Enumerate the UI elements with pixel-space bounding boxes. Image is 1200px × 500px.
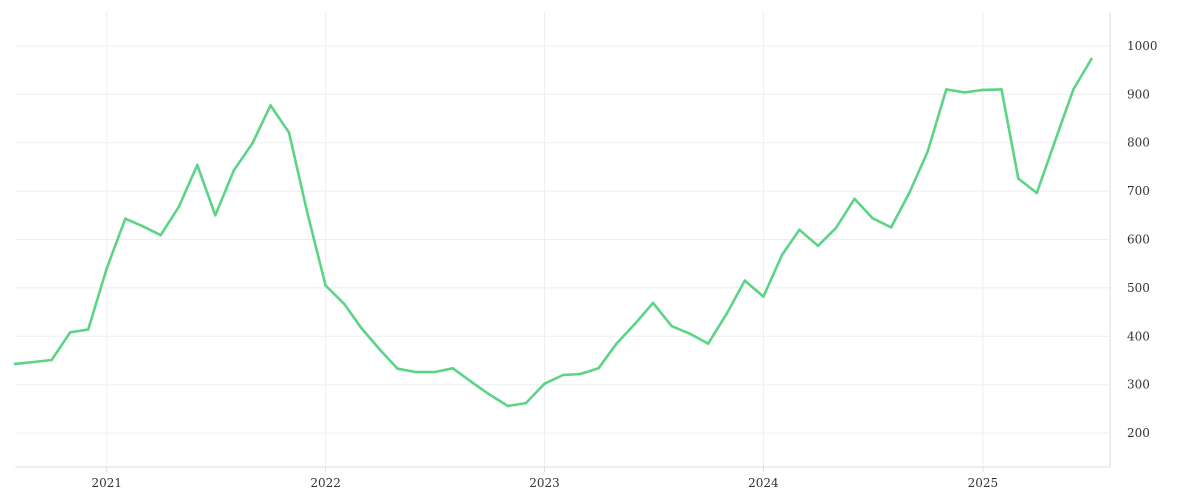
series-line-0 [13,57,1093,408]
data-point [798,228,801,232]
data-point [597,367,600,370]
data-point [780,253,784,257]
data-point [506,404,510,408]
y-tick-label: 300 [1127,378,1150,392]
y-tick-label: 200 [1127,426,1150,440]
x-tick-label: 2025 [968,476,999,490]
y-tick-labels: 200 300 400 500 600 700 800 900 1000 [1127,39,1158,440]
data-point [578,372,582,376]
data-point [105,267,108,270]
data-point [561,373,565,377]
data-point [871,216,874,220]
y-tick-label: 800 [1127,136,1150,150]
data-point [470,380,473,384]
x-gridlines [106,12,984,472]
data-point [651,301,655,305]
x-tick-labels: 2021 2022 2023 2024 2025 [91,476,998,490]
data-point [140,224,144,228]
data-point [743,279,747,282]
data-point [378,348,381,351]
data-point [177,205,180,209]
data-point [305,210,309,213]
data-point [1017,177,1020,180]
data-point [342,302,346,306]
data-point [86,328,90,331]
y-tick-label: 400 [1127,329,1150,343]
data-point [834,226,838,230]
data-point [414,370,418,374]
data-point [68,331,72,334]
data-point [889,226,893,229]
data-point [945,88,948,91]
data-point [706,342,710,345]
data-point [963,91,966,94]
x-tick-label: 2022 [310,476,341,490]
data-point [725,312,729,315]
y-tick-label: 1000 [1127,39,1158,53]
data-point [908,190,911,194]
data-point [269,104,272,107]
data-point [670,324,673,328]
data-point [324,284,327,287]
y-tick-label: 900 [1127,87,1150,101]
data-point [1000,88,1003,91]
data-point [50,358,53,362]
data-point [688,332,692,336]
data-point [853,197,856,201]
data-point [196,163,199,167]
data-point [1072,88,1075,91]
series-layer [13,57,1093,408]
data-point [543,382,546,386]
data-point [396,367,399,371]
x-tick-label: 2021 [91,476,122,490]
data-point [488,393,491,396]
y-tick-label: 500 [1127,281,1150,295]
data-point [232,169,236,172]
data-point [287,131,291,134]
data-point [13,362,17,366]
x-tick-label: 2024 [748,476,779,490]
data-point [524,401,528,405]
y-tick-label: 700 [1127,184,1150,198]
data-point [981,88,985,92]
data-point [1035,191,1039,195]
data-point [615,342,618,345]
data-point [451,367,455,370]
data-point [816,244,820,248]
data-point [359,326,363,329]
y-tick-label: 600 [1127,233,1150,247]
x-tick-label: 2023 [529,476,560,490]
data-point [124,217,127,220]
y-gridlines [15,45,1110,434]
data-point [1053,140,1057,143]
data-point [251,141,254,145]
data-point [432,370,436,374]
data-point [159,233,162,237]
data-point [926,150,929,153]
data-point [1090,57,1093,61]
data-point [214,214,217,217]
data-point [32,360,35,364]
data-point [762,295,765,298]
data-point [633,322,637,326]
